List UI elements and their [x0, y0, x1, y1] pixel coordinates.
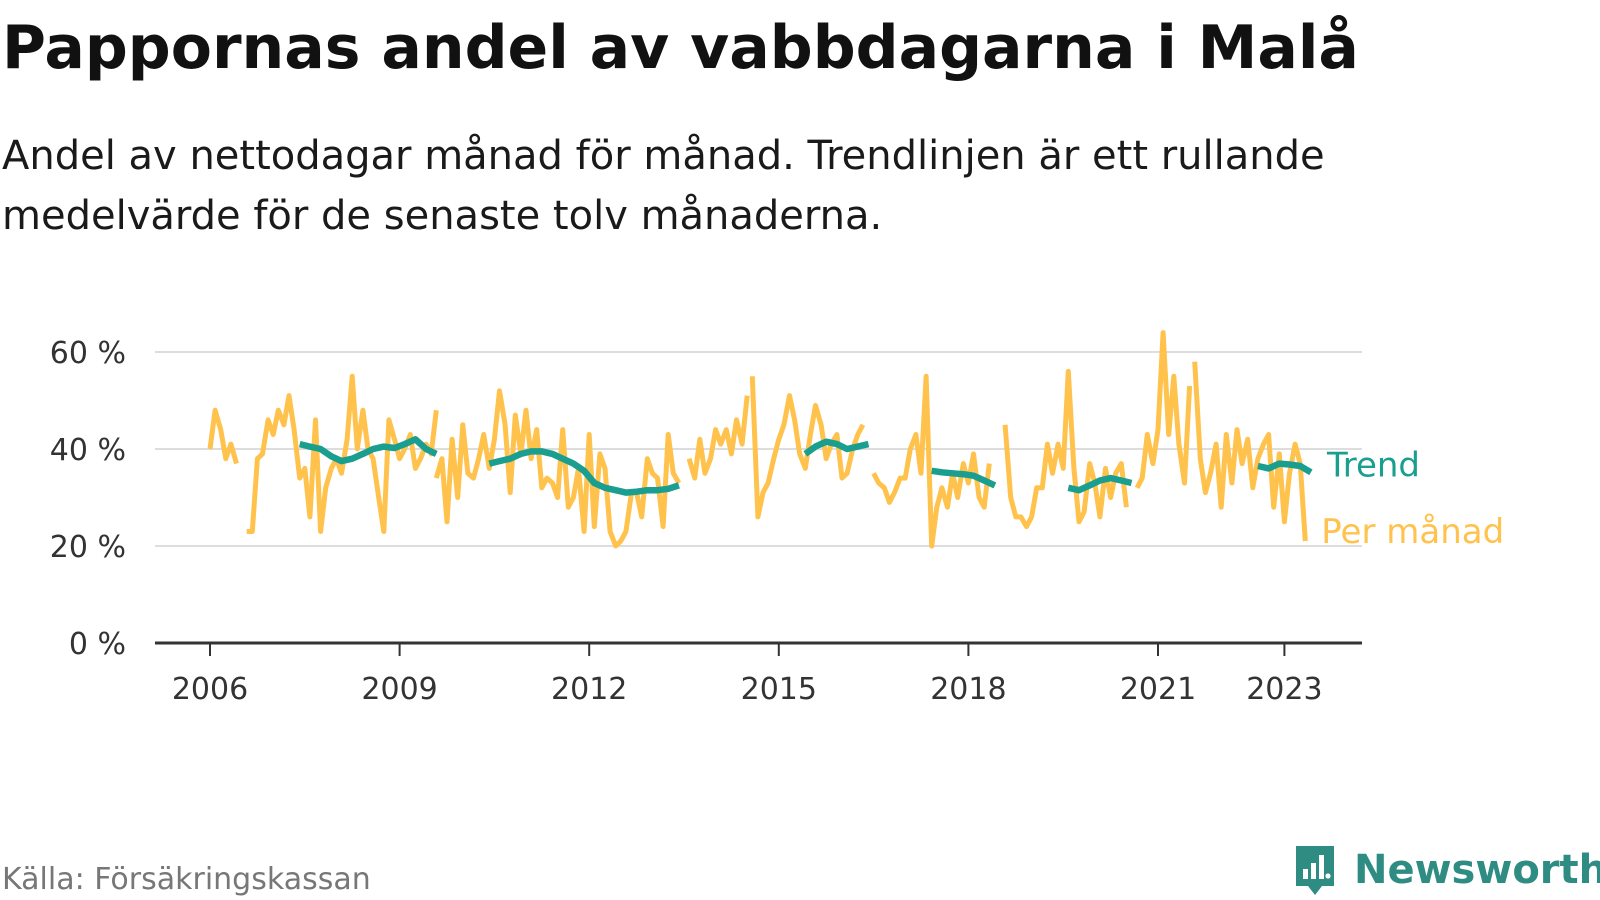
x-tick-label: 2023	[1246, 672, 1322, 707]
x-tick-label: 2012	[551, 672, 627, 707]
source-note: Källa: Försäkringskassan	[2, 862, 371, 897]
y-tick-label: 40 %	[50, 433, 126, 468]
monthly-line-segment	[1192, 361, 1308, 542]
trend-line-segment	[1257, 460, 1313, 476]
x-tick-label: 2015	[741, 672, 817, 707]
y-tick-label: 0 %	[69, 627, 126, 662]
chart-subtitle: Andel av nettodagar månad för månad. Tre…	[2, 133, 1325, 239]
monthly-line-segment	[1002, 368, 1129, 530]
trend-line-segment	[931, 467, 997, 489]
x-tick-label: 2009	[361, 672, 437, 707]
chart-title: Pappornas andel av vabbdagarna i Malå	[2, 13, 1359, 83]
trend-line-segment	[1067, 474, 1133, 494]
monthly-line-segment	[433, 388, 682, 549]
y-tick-label: 60 %	[50, 336, 126, 371]
monthly-line-segment	[871, 373, 992, 549]
trend-line-segment	[803, 438, 870, 457]
monthly-line-segment	[246, 373, 439, 534]
monthly-line-segment	[1134, 330, 1193, 489]
axes: 0 % 20 % 40 % 60 % 2006 2009 2012 2015 2018 2021 2…	[50, 336, 1362, 707]
trend-series	[298, 436, 1313, 496]
brand-name: Newsworthy	[1354, 847, 1600, 893]
trend-line-segment	[488, 448, 680, 496]
monthly-series	[207, 330, 1308, 549]
y-tick-label: 20 %	[50, 530, 126, 565]
x-tick-label: 2006	[172, 672, 248, 707]
x-tick-label: 2021	[1120, 672, 1196, 707]
newsworthy-logo-icon	[1296, 846, 1334, 895]
monthly-series-label: Per månad	[1321, 512, 1504, 552]
trend-series-label: Trend	[1326, 445, 1420, 485]
series-labels: Per månad Trend	[1321, 445, 1504, 552]
monthly-line-segment	[207, 407, 239, 465]
trend-line-segment	[298, 436, 438, 465]
monthly-line-segment	[686, 395, 750, 481]
brand-logo: Newsworthy	[1292, 840, 1600, 900]
x-tick-label: 2018	[930, 672, 1006, 707]
